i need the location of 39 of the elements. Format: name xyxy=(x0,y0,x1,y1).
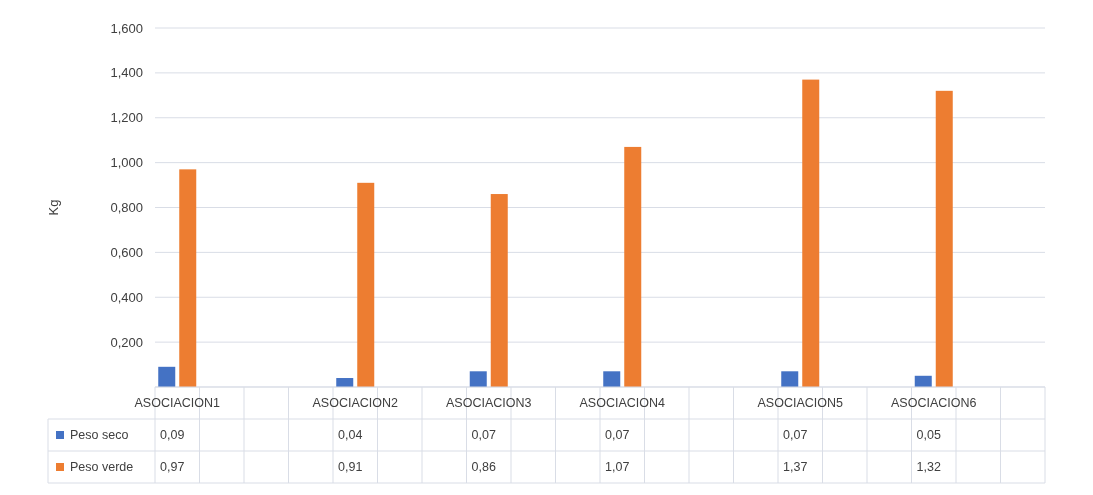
bar xyxy=(179,169,197,387)
x-tick-label: ASOCIACION4 xyxy=(579,396,666,411)
data-label: 1,37 xyxy=(783,460,808,475)
y-tick-label: 0,600 xyxy=(110,244,143,260)
data-label: 0,91 xyxy=(338,460,363,475)
legend-label: Peso verde xyxy=(70,460,134,475)
bar xyxy=(158,366,176,387)
data-label: 1,07 xyxy=(605,460,630,475)
data-label: 0,07 xyxy=(783,428,808,443)
data-label: 0,09 xyxy=(160,428,185,443)
data-label: 0,04 xyxy=(338,428,363,443)
data-label: 0,07 xyxy=(471,428,496,443)
data-label: 0,07 xyxy=(605,428,630,443)
x-tick-label: ASOCIACION1 xyxy=(134,396,221,411)
x-tick-label: ASOCIACION2 xyxy=(312,396,399,411)
bar xyxy=(781,371,799,387)
bar xyxy=(603,371,621,387)
x-tick-label: ASOCIACION6 xyxy=(891,396,977,411)
y-tick-label: 1,600 xyxy=(110,20,143,36)
y-axis-title: Kg xyxy=(46,199,61,216)
y-tick-label: 0,400 xyxy=(110,289,143,305)
bar xyxy=(490,194,508,387)
bar xyxy=(357,182,375,387)
data-label: 1,32 xyxy=(916,460,941,475)
y-tick-label: 0,200 xyxy=(110,334,143,350)
bar xyxy=(935,90,953,387)
x-tick-label: ASOCIACION5 xyxy=(757,396,844,411)
x-tick-label: ASOCIACION3 xyxy=(446,396,532,411)
bar xyxy=(802,79,820,387)
bar xyxy=(624,146,642,387)
legend-label: Peso seco xyxy=(70,428,129,443)
bar xyxy=(469,371,487,387)
y-tick-label: 1,000 xyxy=(110,155,143,171)
y-tick-label: 1,200 xyxy=(110,110,143,126)
data-label: 0,97 xyxy=(160,460,185,475)
data-label: 0,86 xyxy=(471,460,496,475)
data-label: 0,05 xyxy=(916,428,941,443)
y-tick-label: 1,400 xyxy=(110,65,143,81)
y-tick-label: 0,800 xyxy=(110,200,143,216)
